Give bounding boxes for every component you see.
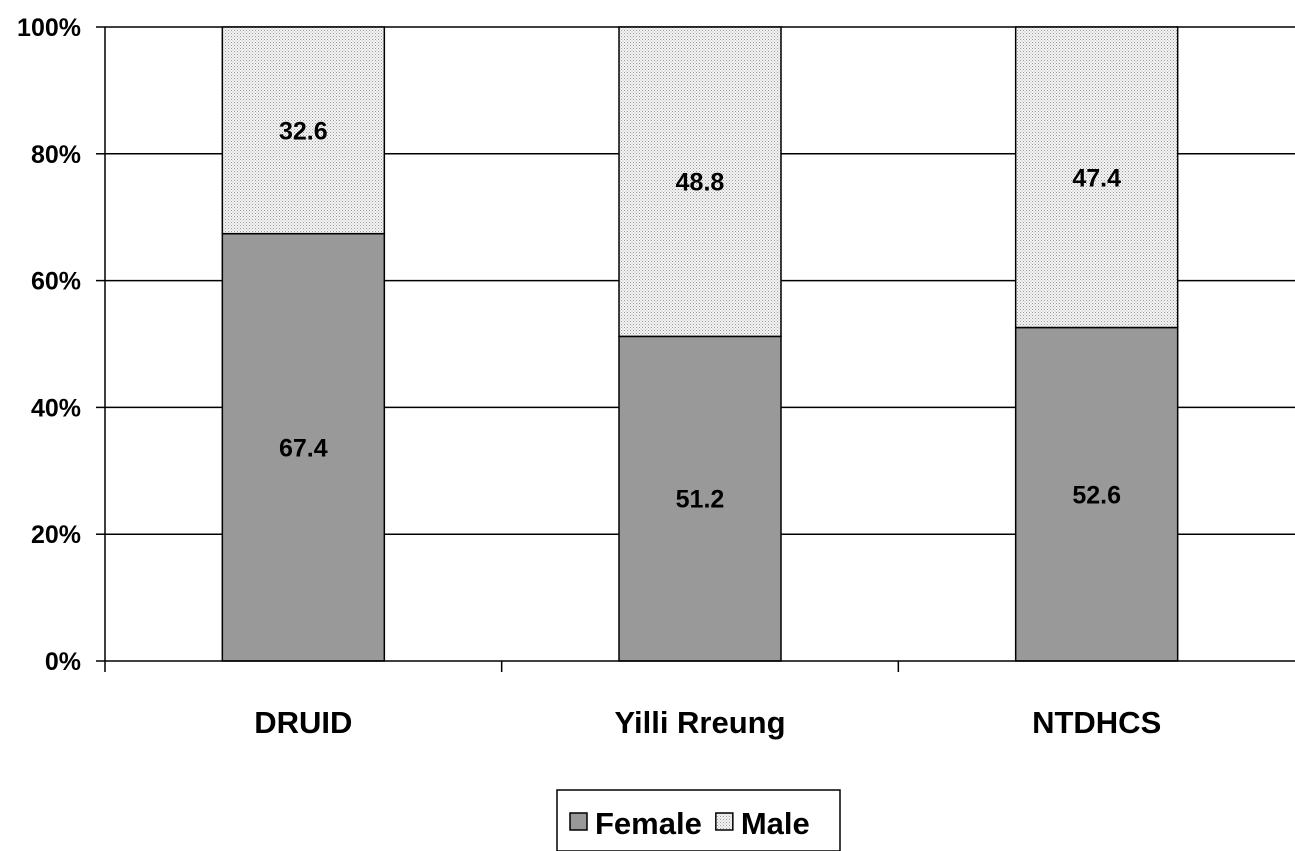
data-label: 48.8 bbox=[676, 169, 725, 197]
data-label: 47.4 bbox=[1072, 164, 1121, 192]
x-category-label: DRUID bbox=[254, 705, 352, 740]
y-tick-label: 0% bbox=[45, 648, 81, 676]
x-category-label: Yilli Rreung bbox=[614, 705, 785, 740]
legend-label-male: Male bbox=[741, 806, 810, 841]
data-label: 52.6 bbox=[1072, 481, 1121, 509]
legend-swatch-male bbox=[715, 812, 734, 831]
axes bbox=[96, 26, 1295, 672]
x-category-label: NTDHCS bbox=[1032, 705, 1161, 740]
legend: Female Male bbox=[556, 789, 841, 851]
bar-male-0 bbox=[221, 26, 386, 235]
legend-box bbox=[556, 789, 841, 851]
y-tick-label: 100% bbox=[17, 14, 81, 42]
data-label: 67.4 bbox=[279, 434, 328, 462]
bar-male-1 bbox=[618, 26, 782, 338]
data-label: 32.6 bbox=[279, 117, 328, 145]
data-label: 51.2 bbox=[676, 486, 725, 514]
y-tick-label: 20% bbox=[31, 521, 81, 549]
legend-swatch-female bbox=[569, 812, 588, 831]
bars bbox=[221, 26, 1179, 662]
bar-female-0 bbox=[221, 232, 386, 662]
y-tick-label: 60% bbox=[31, 268, 81, 296]
y-tick-label: 40% bbox=[31, 394, 81, 422]
y-tick-label: 80% bbox=[31, 141, 81, 169]
bar-male-2 bbox=[1014, 26, 1179, 329]
labels: 0% 20% 40% 60% 80% 100% 67.4 32.6 DRUID 51.2 48.8 Y… bbox=[17, 14, 1161, 740]
legend-label-female: Female bbox=[595, 806, 702, 841]
